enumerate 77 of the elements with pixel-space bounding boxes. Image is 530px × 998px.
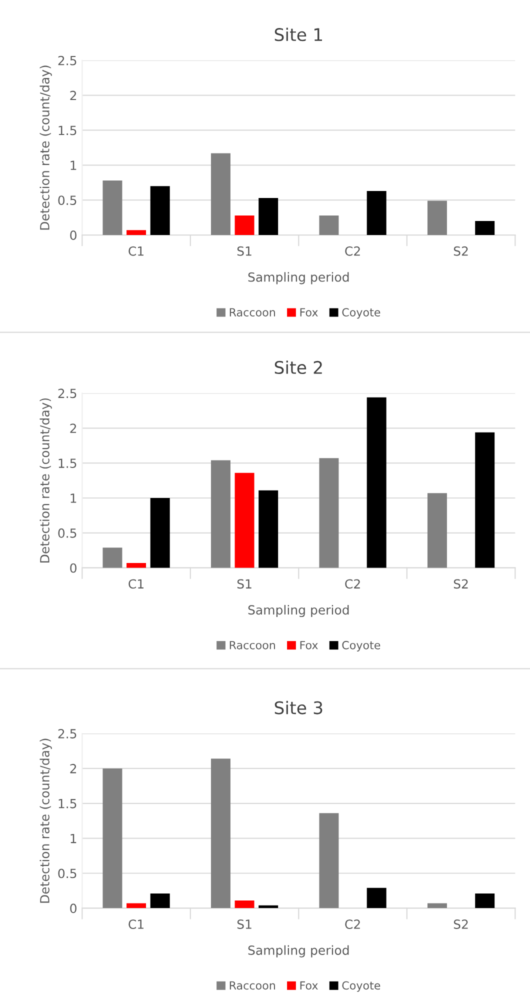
x-tick-label: S1 — [237, 579, 252, 589]
y-tick-label: 0.5 — [58, 868, 76, 878]
bar — [366, 888, 386, 908]
bar — [150, 894, 170, 908]
y-tick-label: 0 — [70, 563, 76, 573]
x-tick-label: S2 — [454, 246, 468, 256]
bar — [210, 153, 230, 236]
bar — [366, 191, 386, 236]
bar — [150, 498, 170, 568]
bar — [234, 900, 254, 908]
x-tick-label: S2 — [454, 579, 468, 589]
legend-label: Coyote — [342, 981, 380, 992]
x-tick-label: S1 — [237, 920, 252, 929]
y-axis-title: Detection rate (count/day) — [40, 738, 52, 903]
bar — [258, 490, 278, 568]
bar — [475, 432, 495, 568]
bar — [126, 230, 146, 236]
y-tick-label: 2.5 — [58, 56, 76, 66]
legend-label: Coyote — [342, 308, 380, 319]
y-tick-label: 1 — [70, 494, 76, 503]
bar — [210, 460, 230, 568]
y-tick-label: 2 — [70, 424, 76, 433]
bar — [234, 472, 254, 568]
y-tick-label: 2 — [70, 764, 76, 774]
legend-label: Coyote — [342, 640, 380, 652]
x-tick-label: C2 — [345, 579, 360, 589]
bar — [475, 221, 495, 236]
x-tick-label: C1 — [128, 579, 144, 589]
bar — [126, 903, 146, 908]
bar — [319, 458, 339, 568]
bar — [319, 813, 339, 908]
legend-label: Raccoon — [230, 641, 275, 650]
x-tick-label: C2 — [345, 920, 360, 929]
y-tick-label: 2 — [70, 90, 76, 100]
x-axis-title: Sampling period — [248, 945, 349, 958]
chart-title: Site 3 — [274, 700, 322, 714]
bar — [234, 215, 254, 236]
y-tick-label: 0 — [70, 230, 76, 240]
bar — [427, 200, 447, 236]
bar — [258, 198, 278, 236]
x-axis-title: Sampling period — [248, 272, 349, 284]
chart-title: Site 1 — [274, 28, 322, 42]
legend-label: Fox — [300, 308, 318, 317]
bar — [427, 903, 447, 908]
bar — [102, 768, 122, 908]
bar — [366, 397, 386, 568]
bar — [126, 562, 146, 568]
x-tick-label: S1 — [237, 246, 252, 256]
legend-label: Fox — [300, 641, 318, 650]
bar — [210, 758, 230, 908]
y-tick-label: 1 — [70, 834, 76, 844]
y-axis-title: Detection rate (count/day) — [40, 66, 52, 230]
x-tick-label: C2 — [345, 246, 360, 256]
bar — [427, 493, 447, 568]
y-tick-label: 1.5 — [58, 126, 76, 136]
bar — [102, 180, 122, 236]
y-tick-label: 0.5 — [58, 528, 76, 538]
y-tick-label: 1 — [70, 160, 76, 170]
x-tick-label: C1 — [128, 920, 144, 929]
legend-label: Raccoon — [230, 308, 275, 317]
y-tick-label: 2.5 — [58, 729, 76, 738]
x-tick-label: S2 — [454, 920, 468, 929]
y-tick-label: 1.5 — [58, 458, 76, 468]
legend-label: Fox — [300, 981, 318, 990]
x-tick-label: C1 — [128, 246, 144, 256]
bar — [475, 894, 495, 908]
x-axis-title: Sampling period — [248, 604, 349, 618]
y-axis-title: Detection rate (count/day) — [40, 398, 52, 562]
y-tick-label: 2.5 — [58, 388, 76, 398]
bar — [319, 215, 339, 236]
y-tick-label: 0.5 — [58, 196, 76, 206]
y-tick-label: 1.5 — [58, 799, 76, 808]
y-tick-label: 0 — [70, 904, 76, 914]
bar — [150, 186, 170, 236]
legend-label: Raccoon — [230, 981, 275, 990]
chart-title: Site 2 — [274, 360, 322, 374]
bar — [102, 548, 122, 568]
